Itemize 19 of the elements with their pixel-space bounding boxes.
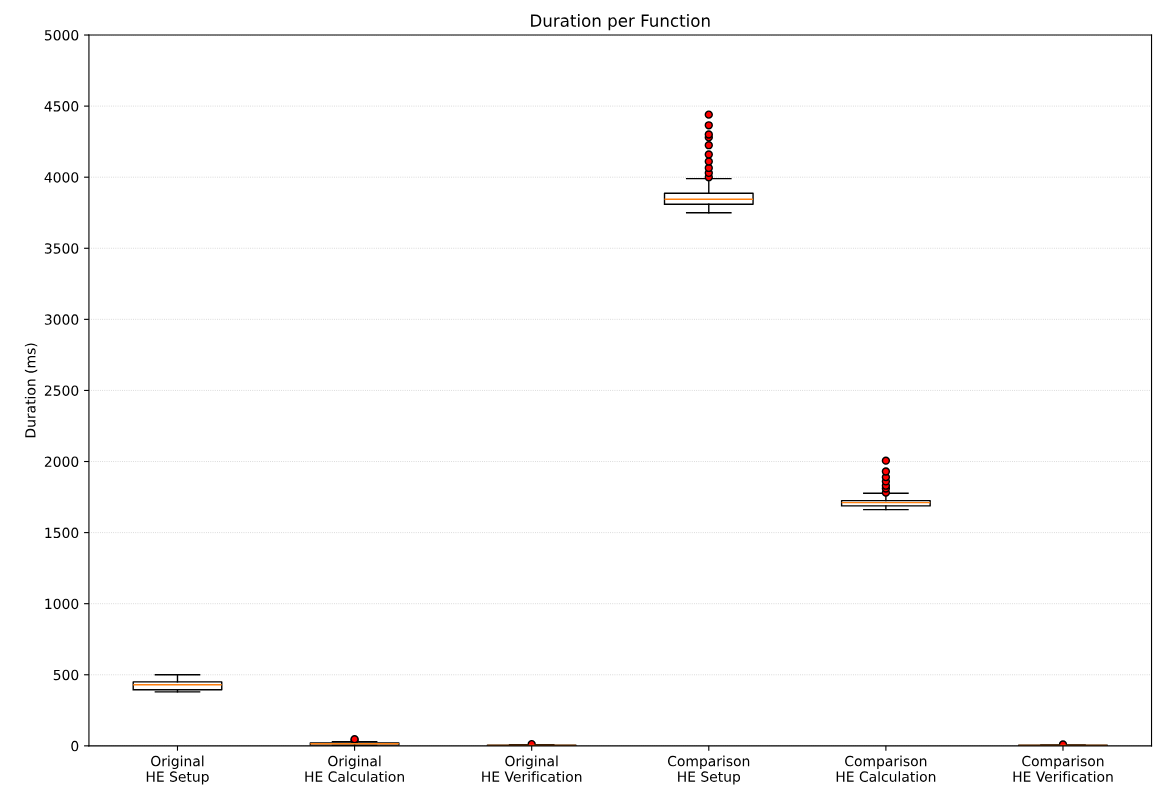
y-tick-label: 1500 (45, 527, 79, 539)
x-tick-label: Original HE Verification (482, 755, 582, 782)
y-tick-label: 5000 (44, 29, 79, 41)
x-tick-label: Original HE Calculation (305, 755, 404, 782)
x-tick-label: Original HE Setup (146, 755, 209, 785)
y-tick-label: 3000 (44, 314, 79, 325)
y-tick-label: 0 (71, 740, 79, 752)
y-axis-title: Duration (ms) (24, 343, 38, 438)
y-tick-label: 4000 (44, 172, 79, 183)
x-tick-label: Comparison HE Verification (1013, 755, 1113, 782)
y-tick-label: 3500 (44, 243, 79, 254)
x-tick-label: Comparison HE Setup (667, 755, 750, 785)
x-tick-label: Comparison HE Calculation (836, 755, 936, 782)
chart-title: Duration per Function (531, 14, 710, 31)
y-tick-label: 1000 (45, 598, 79, 610)
y-tick-label: 500 (53, 669, 79, 681)
y-tick-label: 2000 (44, 456, 79, 467)
y-tick-label: 2500 (44, 385, 79, 396)
y-tick-label: 4500 (44, 101, 79, 112)
